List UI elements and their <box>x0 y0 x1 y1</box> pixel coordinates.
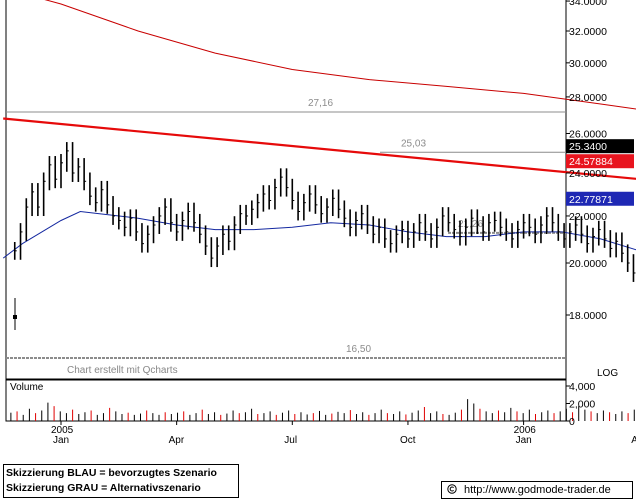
y-tick-label-5: 26.0000 <box>569 128 607 140</box>
legend-gray-scenario: Skizzierung GRAU = Alternativszenario <box>6 482 201 494</box>
moving-average-red <box>44 0 636 110</box>
moving-averages <box>2 0 636 259</box>
legend-blue-scenario: Skizzierung BLAU = bevorzugtes Szenario <box>6 467 217 479</box>
x-tick-year-1: 2005 <box>51 425 74 436</box>
source-link[interactable]: http://www.godmode-trader.de <box>441 481 633 499</box>
volume-tick-label-1: 4,000 <box>569 381 595 393</box>
volume-panel-frame <box>5 379 567 422</box>
source-url[interactable]: http://www.godmode-trader.de <box>464 484 611 496</box>
level-label-1: 27,16 <box>308 98 333 109</box>
y-tick-label-1: 34.0000 <box>569 0 607 8</box>
x-tick-month-5: Jan <box>516 435 532 446</box>
log-scale-label: LOG <box>597 368 618 379</box>
copyright-icon <box>447 484 457 494</box>
y-tick-label-8: 20.0000 <box>569 258 607 270</box>
x-tick-label-2: Apr <box>169 435 185 446</box>
price-bars <box>13 142 636 330</box>
x-tick-label-4: Oct <box>400 435 416 446</box>
y-tick-label-3: 30.0000 <box>569 58 607 70</box>
level-label-4: 16,50 <box>346 344 371 355</box>
price-bar-outlier-mark <box>13 315 17 319</box>
chart-frame <box>5 0 567 422</box>
y-tick-label-2: 32.0000 <box>569 26 607 38</box>
x-tick-year-5: 2006 <box>514 425 537 436</box>
y-tick-label-6: 24.0000 <box>569 168 607 180</box>
level-label-2: 25,03 <box>401 138 426 149</box>
price-tag-label-1: 25.3400 <box>569 141 607 153</box>
y-tick-label-9: 18.0000 <box>569 310 607 322</box>
watermark: Chart erstellt mit Qcharts <box>67 365 178 376</box>
y-tick-label-7: 22.0000 <box>569 211 607 223</box>
scenario-legend: Skizzierung BLAU = bevorzugtes Szenario … <box>3 464 239 498</box>
price-tag-box-1 <box>566 139 634 154</box>
price-tag-label-3: 22.77871 <box>569 194 613 206</box>
moving-average-blue <box>2 210 636 259</box>
price-tag-box-3 <box>566 191 634 206</box>
level-label-3: 21,26 <box>458 219 483 230</box>
volume-tick-label-3: 0 <box>569 416 575 428</box>
x-tick-label-6: Apr <box>631 435 636 446</box>
price-tag-box-2 <box>566 154 634 169</box>
price-tag-label-2: 24.57884 <box>569 156 613 168</box>
x-tick-label-3: Jul <box>284 435 297 446</box>
y-tick-label-4: 28.0000 <box>569 92 607 104</box>
resistance-trendline <box>3 117 636 180</box>
x-tick-month-1: Jan <box>53 435 69 446</box>
volume-tick-label-2: 2,000 <box>569 399 595 411</box>
volume-panel <box>10 399 635 421</box>
axes: 34.0000 32.0000 30.0000 28.0000 26.0000 24.00… <box>51 0 636 446</box>
trend-lines <box>3 117 636 180</box>
volume-label: Volume <box>10 382 44 393</box>
price-tags: 25.3400 24.57884 22.77871 <box>566 139 634 206</box>
